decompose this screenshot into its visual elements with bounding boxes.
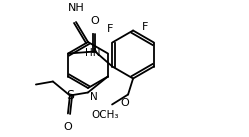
Text: S: S <box>66 89 74 102</box>
Text: O: O <box>63 122 72 132</box>
Text: N: N <box>90 92 98 102</box>
Text: OCH₃: OCH₃ <box>91 109 119 119</box>
Text: NH: NH <box>68 3 84 13</box>
Text: F: F <box>142 22 148 32</box>
Text: F: F <box>107 24 114 34</box>
Text: HN: HN <box>85 48 101 58</box>
Text: O: O <box>121 98 129 108</box>
Text: O: O <box>91 15 99 25</box>
